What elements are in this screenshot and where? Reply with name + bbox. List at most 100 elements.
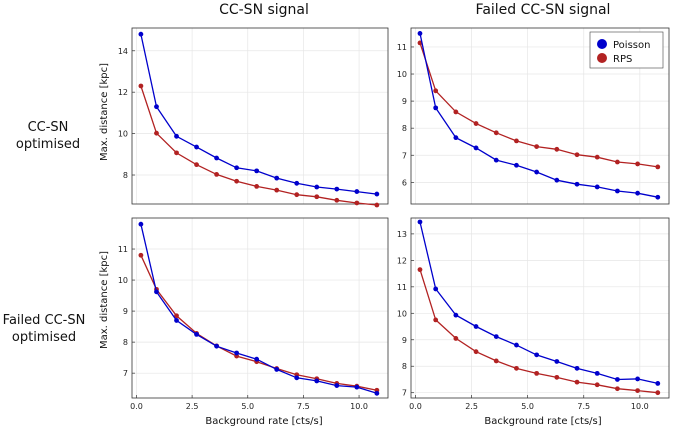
data-point-rps xyxy=(453,336,459,341)
data-point-poisson xyxy=(615,188,620,194)
data-point-rps xyxy=(554,146,560,152)
data-point-poisson xyxy=(514,342,519,348)
data-point-poisson xyxy=(374,191,380,197)
x-tick-label: 5.0 xyxy=(241,402,254,411)
data-point-rps xyxy=(554,374,560,380)
axes-frame xyxy=(131,217,389,399)
data-point-rps xyxy=(594,154,600,160)
data-point-rps xyxy=(194,162,199,168)
data-point-poisson xyxy=(453,135,459,141)
data-point-rps xyxy=(174,150,179,156)
data-point-poisson xyxy=(417,219,423,225)
legend-label-poisson: Poisson xyxy=(613,40,650,51)
x-tick-label: 2.5 xyxy=(186,402,199,411)
axes-frame xyxy=(131,27,389,205)
axes-frame xyxy=(410,27,670,205)
data-point-rps xyxy=(574,379,580,385)
data-point-poisson xyxy=(354,384,360,390)
data-point-rps xyxy=(635,161,640,167)
y-tick-label: 13 xyxy=(397,230,407,239)
data-point-rps xyxy=(594,382,600,388)
panel-top-left: 8 10 12 14 xyxy=(118,27,389,208)
data-point-poisson xyxy=(294,375,300,381)
data-point-poisson xyxy=(138,221,144,227)
data-point-poisson xyxy=(655,194,661,200)
data-point-rps xyxy=(417,267,423,273)
x-tick-label: 7.5 xyxy=(297,402,310,411)
column-title-failed-cc-sn-signal: Failed CC-SN signal xyxy=(476,2,611,18)
data-point-poisson xyxy=(274,367,280,372)
series-line-poisson xyxy=(140,224,378,394)
data-point-poisson xyxy=(254,356,260,362)
data-point-rps xyxy=(615,386,620,392)
y-tick-label: 11 xyxy=(397,43,407,52)
y-tick-label: 10 xyxy=(397,70,407,79)
data-point-rps xyxy=(274,187,280,193)
x-tick-label: 0.0 xyxy=(409,402,422,411)
y-tick-label: 11 xyxy=(397,283,407,292)
data-point-rps xyxy=(493,130,499,136)
panel-top-right: 6 7 8 9 10 11 xyxy=(397,27,670,205)
data-point-poisson xyxy=(433,105,439,111)
data-point-poisson xyxy=(214,155,219,161)
data-point-poisson xyxy=(635,190,640,196)
data-point-poisson xyxy=(154,104,159,110)
data-point-rps xyxy=(314,194,320,200)
data-point-rps xyxy=(635,388,640,393)
axes-frame xyxy=(410,217,670,399)
data-point-poisson xyxy=(194,144,199,150)
data-point-poisson xyxy=(473,324,479,329)
data-point-rps xyxy=(453,109,459,115)
legend: Poisson RPS xyxy=(589,31,664,69)
data-point-poisson xyxy=(174,318,179,323)
data-point-rps xyxy=(514,365,519,371)
data-point-rps xyxy=(433,317,439,323)
panel-bottom-right: 7 8 9 10 11 12 13 0.0 2.5 5.0 7.5 10.0 xyxy=(397,217,670,411)
data-point-poisson xyxy=(574,365,580,371)
data-point-poisson xyxy=(594,370,600,376)
ylabel-bottom-left: Max. distance [kpc] xyxy=(99,251,110,349)
panel-bottom-left: 7 8 9 10 11 0.0 2.5 5.0 7.5 10.0 xyxy=(118,217,389,411)
data-point-poisson xyxy=(433,286,439,292)
x-tick-label: 10.0 xyxy=(350,402,368,411)
y-tick-label: 9 xyxy=(402,97,407,106)
data-point-rps xyxy=(655,390,661,396)
row-title-cc-sn-line2: optimised xyxy=(16,137,80,152)
data-point-rps xyxy=(174,313,179,319)
row-title-failed-cc-sn-line2: optimised xyxy=(12,330,76,345)
data-point-poisson xyxy=(354,189,360,194)
y-tick-label: 12 xyxy=(397,256,407,265)
data-point-poisson xyxy=(493,157,499,163)
xlabel-bottom-left: Background rate [cts/s] xyxy=(205,416,322,427)
data-point-rps xyxy=(514,138,519,144)
data-point-poisson xyxy=(493,334,499,339)
data-point-poisson xyxy=(594,184,600,190)
legend-label-rps: RPS xyxy=(613,54,632,65)
data-point-rps xyxy=(214,171,219,177)
xlabel-bottom-right: Background rate [cts/s] xyxy=(484,416,601,427)
legend-marker-poisson xyxy=(597,39,607,49)
x-tick-label: 0.0 xyxy=(130,402,143,411)
data-point-poisson xyxy=(574,181,580,187)
column-title-cc-sn-signal: CC-SN signal xyxy=(219,2,309,18)
data-point-poisson xyxy=(615,377,620,382)
data-point-poisson xyxy=(214,343,219,349)
row-title-failed-cc-sn-line1: Failed CC-SN xyxy=(3,313,86,328)
series-line-rps xyxy=(419,269,658,394)
ylabel-top-left: Max. distance [kpc] xyxy=(99,63,110,161)
y-tick-label: 7 xyxy=(123,369,128,378)
y-tick-label: 7 xyxy=(402,389,407,398)
data-point-rps xyxy=(433,88,439,94)
y-tick-label: 7 xyxy=(402,151,407,160)
data-point-poisson xyxy=(174,133,179,139)
series-line-poisson xyxy=(419,221,658,385)
y-tick-label: 14 xyxy=(118,47,128,56)
y-tick-label: 8 xyxy=(402,362,407,371)
data-point-poisson xyxy=(473,145,479,151)
x-tick-label: 7.5 xyxy=(577,402,590,411)
data-point-rps xyxy=(534,144,540,149)
y-tick-label: 8 xyxy=(402,124,407,133)
data-point-rps xyxy=(354,200,360,206)
data-point-rps xyxy=(574,152,580,158)
data-point-rps xyxy=(154,130,159,136)
